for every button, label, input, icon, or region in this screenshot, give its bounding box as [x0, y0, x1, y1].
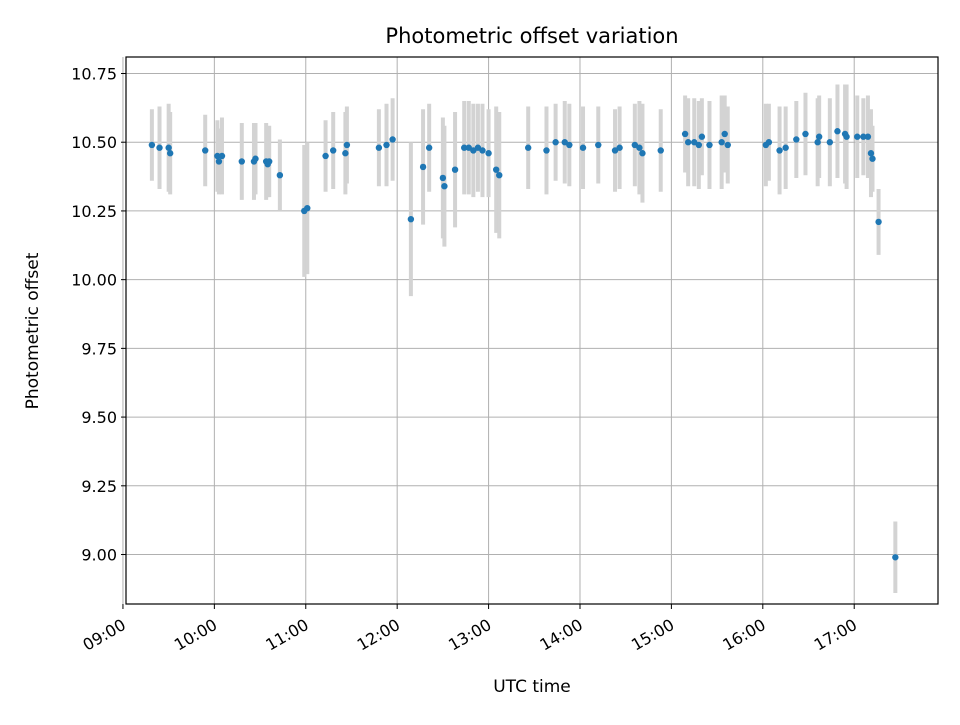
data-point: [461, 144, 468, 151]
data-point: [407, 215, 415, 223]
data-point: [826, 139, 834, 146]
data-point: [419, 163, 427, 171]
data-point: [793, 136, 800, 143]
data-point: [218, 152, 226, 160]
data-point: [543, 147, 550, 154]
data-point: [864, 133, 872, 140]
data-point: [595, 141, 602, 149]
data-point: [252, 155, 259, 162]
x-tick-label: 15:00: [628, 615, 677, 655]
data-point: [706, 141, 713, 149]
data-point: [782, 144, 789, 151]
data-point: [639, 150, 646, 157]
y-tick-label: 10.50: [71, 133, 117, 152]
data-points: [148, 128, 899, 561]
data-point: [657, 147, 664, 154]
x-tick-label: 11:00: [262, 615, 311, 655]
data-point: [695, 141, 703, 149]
data-point: [148, 141, 156, 149]
data-point: [815, 133, 823, 140]
data-point: [451, 166, 459, 173]
data-point: [389, 136, 396, 143]
data-point: [698, 133, 706, 140]
y-axis-ticks: 9.00 9.25 9.50 9.75 10.00 10.25 10.50 10.75: [71, 64, 126, 565]
y-tick-label: 10.75: [71, 64, 117, 83]
x-axis-ticks: 09:00 10:00 11:00 12:00 13:00 14:00 15:00 16:00…: [80, 604, 860, 655]
data-point: [566, 141, 573, 149]
data-point: [724, 141, 731, 149]
data-point: [552, 139, 559, 146]
data-point: [869, 155, 876, 162]
data-point: [616, 144, 623, 151]
data-point: [834, 128, 841, 135]
data-point: [165, 144, 172, 151]
data-point: [202, 147, 209, 154]
x-tick-label: 17:00: [811, 615, 860, 655]
data-point: [439, 174, 447, 182]
y-tick-label: 10.00: [71, 271, 117, 290]
data-point: [524, 144, 532, 151]
data-point: [238, 158, 245, 165]
data-point: [329, 147, 337, 154]
data-point: [854, 133, 861, 140]
data-point: [343, 141, 351, 149]
data-point: [684, 139, 692, 146]
data-point: [304, 204, 311, 212]
plot-frame: [125, 56, 939, 605]
data-point: [718, 139, 725, 146]
y-tick-label: 9.25: [81, 477, 117, 496]
x-tick-label: 16:00: [719, 615, 768, 655]
x-tick-label: 09:00: [80, 615, 129, 655]
data-point: [496, 171, 503, 179]
data-point: [765, 139, 773, 146]
data-point: [166, 150, 174, 157]
data-point: [875, 218, 882, 226]
data-point: [479, 147, 486, 154]
y-tick-label: 9.75: [81, 339, 117, 358]
data-point: [342, 150, 349, 157]
x-tick-label: 12:00: [354, 615, 403, 655]
data-point: [802, 130, 809, 138]
data-point: [860, 133, 867, 140]
data-point: [215, 158, 223, 165]
y-tick-label: 9.00: [81, 546, 117, 565]
data-point: [492, 166, 500, 173]
data-point: [266, 158, 273, 165]
data-point: [579, 144, 587, 151]
y-axis-label: Photometric offset: [23, 252, 43, 409]
data-point: [214, 152, 221, 160]
data-point: [425, 144, 433, 151]
data-point: [441, 182, 448, 190]
y-tick-label: 9.50: [81, 408, 117, 427]
data-point: [383, 141, 390, 149]
data-point: [485, 150, 492, 157]
data-point: [776, 147, 783, 154]
data-point: [681, 130, 689, 138]
data-point: [843, 133, 850, 140]
data-point: [892, 554, 899, 561]
x-tick-label: 14:00: [537, 615, 586, 655]
x-tick-label: 10:00: [171, 615, 220, 655]
data-point: [156, 144, 163, 151]
data-point: [721, 130, 728, 138]
data-point: [636, 144, 643, 151]
y-tick-label: 10.25: [71, 202, 117, 221]
data-point: [276, 171, 284, 179]
data-point: [375, 144, 383, 151]
data-point: [322, 152, 329, 160]
chart-title: Photometric offset variation: [385, 24, 678, 48]
data-point: [814, 139, 821, 146]
x-axis-label: UTC time: [493, 677, 571, 697]
x-tick-label: 13:00: [445, 615, 494, 655]
data-point: [867, 150, 875, 157]
